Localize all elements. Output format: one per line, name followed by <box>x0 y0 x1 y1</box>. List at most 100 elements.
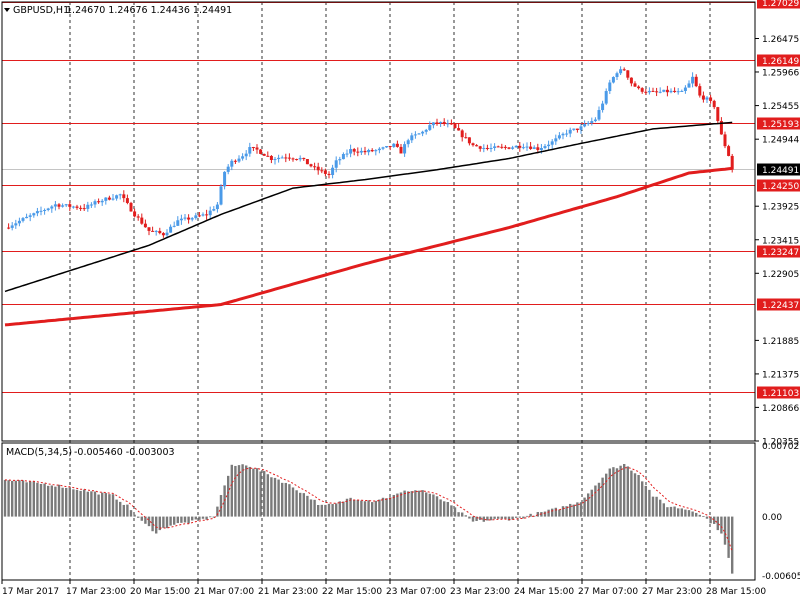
macd-bar <box>727 516 730 558</box>
macd-bar <box>108 494 111 517</box>
candle-body <box>694 76 698 87</box>
candle-body <box>50 206 54 209</box>
candle-body <box>467 137 471 144</box>
macd-bar <box>425 492 428 517</box>
macd-bar <box>569 503 572 517</box>
candle-body <box>154 230 158 232</box>
macd-bar <box>180 516 183 523</box>
macd-bar <box>61 487 64 517</box>
macd-bar <box>14 480 17 517</box>
candle-body <box>669 90 673 93</box>
candle-body <box>716 107 720 121</box>
candle-body <box>352 149 356 152</box>
candle-body <box>313 166 317 168</box>
macd-bar <box>147 516 151 527</box>
macd-bar <box>331 504 334 517</box>
macd-bar <box>219 495 223 517</box>
candle-body <box>565 133 569 135</box>
candle-body <box>475 145 479 147</box>
candle-body <box>518 145 522 148</box>
moving-average-red <box>4 166 733 327</box>
candle-body <box>658 91 662 93</box>
macd-bar <box>216 506 219 517</box>
candle-body <box>298 157 302 160</box>
candle-body <box>424 129 428 132</box>
macd-bar <box>295 490 298 517</box>
candle-body <box>208 210 212 216</box>
candle-body <box>302 157 306 160</box>
macd-bar <box>374 500 377 517</box>
candle-body <box>493 146 497 148</box>
macd-bar <box>403 490 406 517</box>
candle-body <box>410 135 414 141</box>
macd-bar <box>137 516 140 518</box>
macd-bar <box>723 516 727 545</box>
macd-bar <box>245 465 248 517</box>
macd-bar <box>54 486 57 517</box>
macd-axis-label-2: -0.006055 <box>762 572 800 582</box>
macd-bar <box>648 489 651 517</box>
candle-body <box>68 204 72 207</box>
level-tag-text-3: 1.24250 <box>762 182 799 192</box>
candle-body <box>194 215 198 219</box>
dropdown-triangle-icon[interactable] <box>4 8 10 12</box>
candle-body <box>125 198 129 203</box>
macd-bar <box>158 516 161 531</box>
macd-bar <box>349 497 352 517</box>
candle-body <box>345 153 349 155</box>
candle-body <box>17 220 21 224</box>
macd-bar <box>11 480 14 517</box>
macd-bar <box>259 471 262 517</box>
candle-body <box>403 144 407 154</box>
macd-bar <box>342 501 345 517</box>
macd-bar <box>709 516 712 524</box>
macd-bar <box>716 516 719 531</box>
macd-bar <box>266 474 269 517</box>
candle-body <box>597 110 601 120</box>
candle-body <box>187 217 191 220</box>
level-tag-6 <box>757 386 800 399</box>
macd-bar <box>263 471 266 517</box>
macd-bar <box>421 490 424 517</box>
candle-body <box>309 164 313 167</box>
candle-body <box>197 215 201 217</box>
candle-body <box>611 77 615 83</box>
candle-body <box>395 143 399 147</box>
macd-bar <box>57 484 61 517</box>
macd-signal-line <box>4 466 733 552</box>
macd-bar <box>126 504 129 517</box>
candle-body <box>676 91 680 93</box>
macd-panel-frame <box>1 442 756 581</box>
macd-bar <box>551 508 554 517</box>
price-tick-label-9: 1.20866 <box>762 404 799 414</box>
macd-bar <box>194 516 197 520</box>
candle-body <box>723 134 727 147</box>
macd-bar <box>518 516 521 518</box>
candle-body <box>413 134 417 136</box>
candle-body <box>75 206 79 208</box>
macd-bar <box>93 491 97 517</box>
candle-body <box>248 147 252 154</box>
candle-body <box>212 209 216 211</box>
macd-bar <box>522 516 525 519</box>
macd-bar <box>371 502 374 517</box>
candle-body <box>201 214 205 216</box>
macd-bar <box>489 516 493 521</box>
macd-bar <box>396 493 399 517</box>
macd-bar <box>187 516 190 524</box>
macd-bar <box>601 477 604 517</box>
macd-bar <box>50 485 53 517</box>
chart-header: GBPUSD,H1 1.24670 1.24676 1.24436 1.2449… <box>4 5 232 16</box>
candle-body <box>205 214 209 216</box>
macd-bar <box>281 482 284 517</box>
candle-body <box>255 147 259 150</box>
macd-bar <box>587 493 590 517</box>
macd-bar <box>191 516 194 521</box>
level-tag-4 <box>757 245 800 258</box>
macd-bar <box>691 511 694 517</box>
macd-bar <box>576 502 579 517</box>
macd-bar <box>227 475 230 517</box>
candle-body <box>316 166 320 171</box>
time-tick-label-2: 20 Mar 15:00 <box>130 587 190 597</box>
macd-bar <box>464 515 467 517</box>
